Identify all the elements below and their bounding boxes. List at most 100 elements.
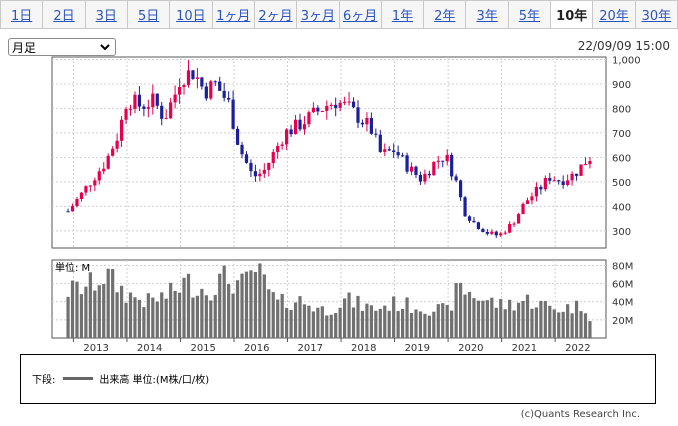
candle-body xyxy=(378,134,382,152)
tab-label: 3年 xyxy=(476,9,498,24)
candle-body xyxy=(351,101,356,108)
candle-body xyxy=(280,144,284,146)
candle-body xyxy=(539,186,543,190)
volume-bar xyxy=(432,311,436,338)
volume-bar xyxy=(548,305,552,338)
tab-15[interactable]: 30年 xyxy=(635,0,678,29)
candle-body xyxy=(481,229,485,233)
candle-body xyxy=(276,145,280,153)
volume-bar xyxy=(378,308,382,338)
volume-bar xyxy=(525,294,530,338)
tab-6[interactable]: 2ヶ月 xyxy=(254,0,298,29)
tab-10[interactable]: 2年 xyxy=(424,0,467,29)
year-label: 2019 xyxy=(405,343,430,354)
volume-bar xyxy=(588,321,592,338)
volume-bar xyxy=(485,300,489,338)
volume-bar xyxy=(133,297,137,338)
year-label: 2018 xyxy=(351,343,376,354)
candle-body xyxy=(543,178,547,190)
candle-body xyxy=(258,173,262,177)
candle-body xyxy=(383,149,387,152)
candle-body xyxy=(374,133,378,135)
volume-bar xyxy=(209,300,213,338)
volume-bar xyxy=(409,313,414,338)
candle-body xyxy=(476,222,481,230)
volume-bar xyxy=(463,294,467,338)
candle-body xyxy=(534,186,539,197)
candle-body xyxy=(418,174,423,182)
volume-bar xyxy=(302,304,307,338)
volume-bar xyxy=(494,307,498,338)
volume-bar xyxy=(285,307,289,338)
volume-bar xyxy=(276,299,280,338)
candle-body xyxy=(84,186,88,193)
candle-body xyxy=(516,214,521,224)
year-label: 2022 xyxy=(565,343,590,354)
candle-body xyxy=(106,155,110,169)
tab-label: 30年 xyxy=(641,9,672,24)
tab-9[interactable]: 1年 xyxy=(381,0,425,29)
candle-body xyxy=(218,81,222,91)
tab-label: 1年 xyxy=(391,9,414,24)
tab-label: 3ヶ月 xyxy=(300,9,335,24)
year-label: 2014 xyxy=(137,343,162,354)
tab-label: 10年 xyxy=(556,9,588,24)
volume-bar xyxy=(356,295,360,338)
candle-body xyxy=(405,155,409,172)
volume-bar xyxy=(574,300,579,338)
volume-tick-label: 80M xyxy=(612,261,633,272)
volume-bar xyxy=(557,312,561,338)
tab-label: 2年 xyxy=(434,9,456,24)
volume-bar xyxy=(512,310,516,338)
year-label: 2013 xyxy=(83,343,108,354)
volume-bar xyxy=(316,307,320,338)
price-tick-label: 600 xyxy=(612,153,631,164)
candle-body xyxy=(548,178,552,181)
volume-bar xyxy=(360,310,365,338)
volume-bar xyxy=(267,289,271,338)
volume-bar xyxy=(405,297,409,338)
tab-label: 6ヶ月 xyxy=(343,9,378,24)
tab-0[interactable]: 1日 xyxy=(0,0,44,29)
tab-2[interactable]: 3日 xyxy=(85,0,128,29)
candle-body xyxy=(249,162,253,172)
candle-body xyxy=(525,200,530,204)
tab-label: 5日 xyxy=(137,9,160,24)
candle-body xyxy=(204,86,208,99)
candle-body xyxy=(142,106,146,109)
volume-bar xyxy=(262,274,266,338)
tab-11[interactable]: 3年 xyxy=(466,0,509,29)
tab-3[interactable]: 5日 xyxy=(127,0,171,29)
candle-body xyxy=(423,173,427,182)
volume-bar xyxy=(240,273,244,338)
candle-body xyxy=(512,223,516,225)
volume-bar xyxy=(142,307,146,338)
candle-body xyxy=(93,180,97,186)
volume-bar xyxy=(244,271,249,338)
volume-bar xyxy=(79,294,84,338)
volume-bar xyxy=(218,273,222,338)
tab-label: 10日 xyxy=(176,9,206,24)
volume-bar xyxy=(325,315,329,338)
volume-bar xyxy=(213,294,217,338)
candle-body xyxy=(365,117,369,125)
volume-bar xyxy=(490,297,494,338)
tab-4[interactable]: 10日 xyxy=(170,0,213,29)
volume-bar xyxy=(530,308,534,338)
candle-body xyxy=(392,150,396,153)
candle-body xyxy=(70,206,75,212)
interval-select[interactable]: 月足 xyxy=(8,38,116,56)
volume-bar xyxy=(253,271,258,338)
candle-body xyxy=(472,220,476,223)
tab-7[interactable]: 3ヶ月 xyxy=(297,0,340,29)
volume-bar xyxy=(414,309,418,338)
volume-bar xyxy=(436,304,440,338)
candle-body xyxy=(285,129,289,145)
volume-bar xyxy=(258,263,262,338)
volume-bar xyxy=(298,296,302,338)
volume-bar xyxy=(293,302,298,338)
candle-body xyxy=(128,108,133,110)
copyright: (c)Quants Research Inc. xyxy=(520,409,640,420)
volume-bar xyxy=(70,280,75,338)
volume-bar xyxy=(503,309,507,338)
